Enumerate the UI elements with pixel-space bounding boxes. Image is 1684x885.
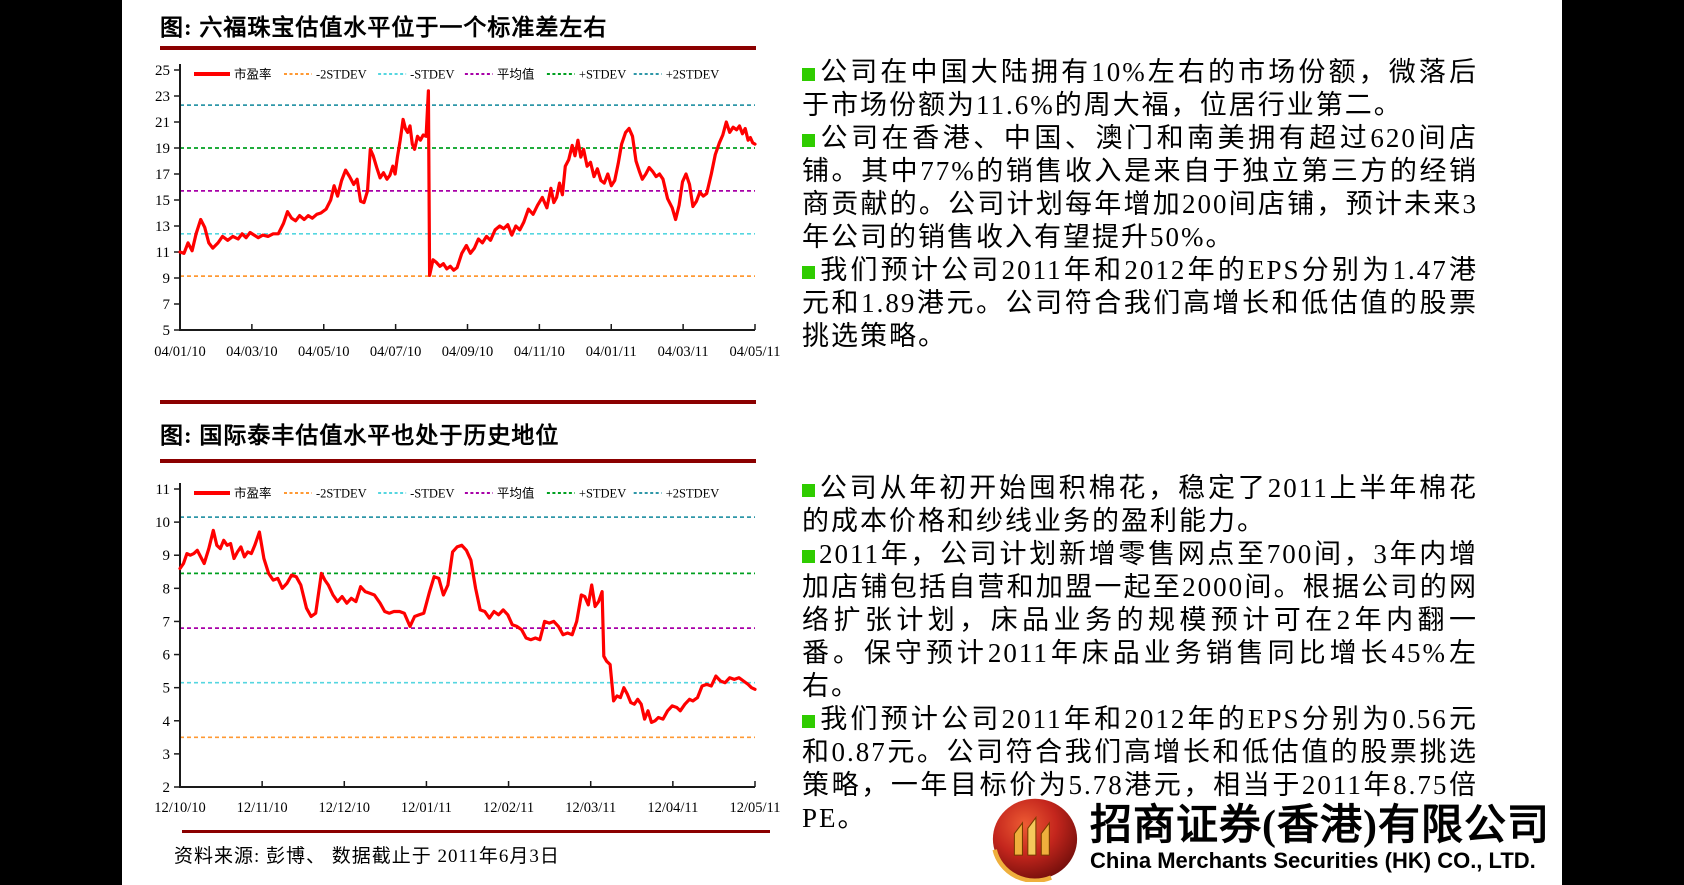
svg-text:-STDEV: -STDEV	[410, 487, 454, 501]
logo-name-english: China Merchants Securities (HK) CO., LTD…	[1090, 848, 1536, 873]
svg-text:04/03/11: 04/03/11	[658, 344, 709, 360]
svg-text:04/11/10: 04/11/10	[514, 344, 565, 360]
figure2-chart: 2 3 4 5 6 7 8 9 10 11 12/10/10 12/11/10 12/12/10 12/0…	[154, 482, 780, 816]
svg-text:04/01/10: 04/01/10	[154, 344, 206, 360]
svg-text:-2STDEV: -2STDEV	[316, 487, 367, 501]
bullet-square-icon	[802, 715, 815, 728]
commentary-block-1: 公司在中国大陆拥有10%左右的市场份额，微落后于市场份额为11.6%的周大福，位…	[802, 56, 1478, 353]
bullet-paragraph: 我们预计公司2011年和2012年的EPS分别为1.47港元和1.89港元。公司…	[802, 254, 1478, 353]
svg-text:12/01/11: 12/01/11	[401, 800, 452, 816]
svg-text:23: 23	[155, 89, 170, 105]
svg-text:8: 8	[163, 581, 171, 597]
svg-text:9: 9	[163, 271, 171, 287]
svg-text:+2STDEV: +2STDEV	[666, 487, 720, 501]
figure2-bottom-rule	[182, 830, 770, 833]
svg-text:市盈率: 市盈率	[234, 67, 272, 82]
svg-text:7: 7	[163, 614, 171, 630]
svg-text:+2STDEV: +2STDEV	[666, 68, 720, 82]
svg-text:市盈率: 市盈率	[234, 486, 272, 501]
source-note: 资料来源: 彭博、 数据截止于 2011年6月3日	[174, 846, 560, 867]
svg-text:平均值: 平均值	[497, 67, 535, 82]
svg-text:+STDEV: +STDEV	[579, 487, 626, 501]
svg-text:5: 5	[163, 681, 171, 697]
svg-text:04/03/10: 04/03/10	[226, 344, 278, 360]
svg-text:12/05/11: 12/05/11	[729, 800, 780, 816]
paragraph-text: 公司从年初开始囤积棉花，稳定了2011上半年棉花的成本价格和纱线业务的盈利能力。	[802, 473, 1478, 536]
svg-text:3: 3	[163, 747, 171, 763]
report-page: 图: 六福珠宝估值水平位于一个标准差左右 5 7 9 11 13 15 17 19 21 23 25…	[122, 0, 1562, 885]
figure2-title-rule	[160, 459, 756, 463]
paragraph-text: 2011年，公司计划新增零售网点至700间，3年内增加店铺包括自营和加盟一起至2…	[802, 539, 1478, 701]
logo-text: 招商证券(香港)有限公司 China Merchants Securities …	[1090, 804, 1550, 874]
svg-text:12/02/11: 12/02/11	[483, 800, 534, 816]
svg-text:04/05/11: 04/05/11	[729, 344, 780, 360]
commentary-block-2: 公司从年初开始囤积棉花，稳定了2011上半年棉花的成本价格和纱线业务的盈利能力。…	[802, 472, 1478, 835]
svg-text:12/03/11: 12/03/11	[565, 800, 616, 816]
paragraph-text: 我们预计公司2011年和2012年的EPS分别为0.56元和0.87元。公司符合…	[802, 704, 1478, 833]
bullet-square-icon	[802, 134, 815, 147]
svg-text:12/11/10: 12/11/10	[237, 800, 288, 816]
svg-text:21: 21	[155, 115, 170, 131]
svg-text:25: 25	[155, 63, 170, 79]
svg-text:11: 11	[156, 482, 170, 498]
svg-text:-2STDEV: -2STDEV	[316, 68, 367, 82]
svg-text:11: 11	[156, 245, 170, 261]
svg-text:12/10/10: 12/10/10	[154, 800, 206, 816]
svg-text:04/09/10: 04/09/10	[442, 344, 494, 360]
bullet-paragraph: 公司从年初开始囤积棉花，稳定了2011上半年棉花的成本价格和纱线业务的盈利能力。	[802, 472, 1478, 538]
svg-text:15: 15	[155, 193, 170, 209]
bullet-square-icon	[802, 266, 815, 279]
svg-text:13: 13	[155, 219, 170, 235]
bullet-paragraph: 公司在香港、中国、澳门和南美拥有超过620间店铺。其中77%的销售收入是来自于独…	[802, 122, 1478, 254]
svg-text:19: 19	[155, 141, 170, 157]
svg-text:10: 10	[155, 515, 170, 531]
figure1-title-rule	[160, 46, 756, 50]
paragraph-text: 我们预计公司2011年和2012年的EPS分别为1.47港元和1.89港元。公司…	[802, 255, 1478, 351]
svg-text:5: 5	[163, 323, 171, 339]
logo-name-chinese: 招商证券(香港)有限公司	[1090, 803, 1550, 849]
svg-text:12/12/10: 12/12/10	[319, 800, 371, 816]
paragraph-text: 公司在中国大陆拥有10%左右的市场份额，微落后于市场份额为11.6%的周大福，位…	[802, 57, 1478, 120]
svg-text:04/05/10: 04/05/10	[298, 344, 350, 360]
bullet-square-icon	[802, 484, 815, 497]
svg-text:7: 7	[163, 297, 171, 313]
figure2-title: 图: 国际泰丰估值水平也处于历史地位	[160, 423, 560, 448]
svg-text:+STDEV: +STDEV	[579, 68, 626, 82]
svg-text:17: 17	[155, 167, 171, 183]
svg-text:6: 6	[163, 648, 171, 664]
cms-sphere-icon	[992, 798, 1078, 882]
svg-text:9: 9	[163, 548, 171, 564]
figure1-bottom-rule	[160, 400, 756, 404]
svg-text:04/07/10: 04/07/10	[370, 344, 422, 360]
svg-text:平均值: 平均值	[497, 486, 535, 501]
bullet-square-icon	[802, 68, 815, 81]
figure1-title: 图: 六福珠宝估值水平位于一个标准差左右	[160, 15, 608, 40]
company-logo: 招商证券(香港)有限公司 China Merchants Securities …	[990, 796, 1550, 882]
bullet-paragraph: 2011年，公司计划新增零售网点至700间，3年内增加店铺包括自营和加盟一起至2…	[802, 538, 1478, 703]
paragraph-text: 公司在香港、中国、澳门和南美拥有超过620间店铺。其中77%的销售收入是来自于独…	[802, 123, 1478, 252]
svg-text:04/01/11: 04/01/11	[586, 344, 637, 360]
svg-text:4: 4	[163, 714, 171, 730]
figure1-chart: 5 7 9 11 13 15 17 19 21 23 25 04/01/10 04/03/10 04/05…	[154, 63, 780, 360]
bullet-square-icon	[802, 550, 815, 563]
bullet-paragraph: 公司在中国大陆拥有10%左右的市场份额，微落后于市场份额为11.6%的周大福，位…	[802, 56, 1478, 122]
svg-text:2: 2	[163, 780, 171, 796]
bullet-paragraph: 我们预计公司2011年和2012年的EPS分别为0.56元和0.87元。公司符合…	[802, 703, 1478, 835]
svg-text:-STDEV: -STDEV	[410, 68, 454, 82]
svg-text:12/04/11: 12/04/11	[647, 800, 698, 816]
